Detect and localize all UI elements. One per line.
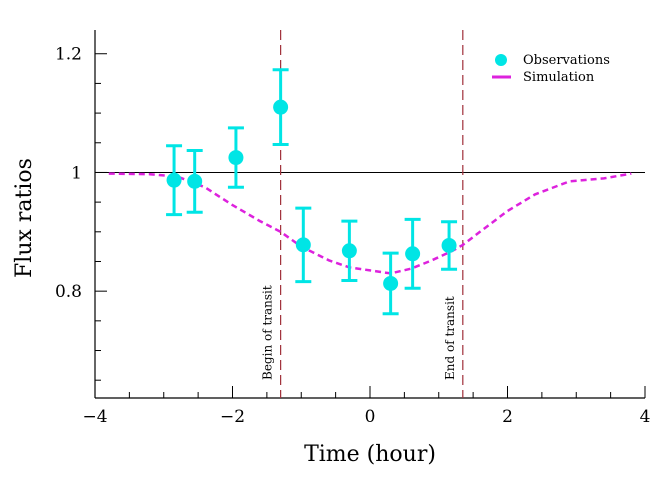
observation-point — [405, 246, 421, 262]
observation-point — [341, 243, 357, 259]
x-tick-label: −2 — [220, 407, 245, 427]
simulation-series — [108, 172, 632, 275]
axis-tick-labels: −4 −2 0 2 4 0.8 1 1.2 — [55, 45, 650, 427]
simulation-line — [108, 172, 632, 275]
observation-point — [187, 173, 203, 189]
observation-point — [166, 172, 182, 188]
legend-observations-marker — [495, 54, 507, 66]
x-tick-label: 4 — [640, 407, 651, 427]
transit-label: End of transit — [443, 296, 457, 380]
y-axis-title: Flux ratios — [12, 158, 37, 278]
transit-label: Begin of transit — [261, 285, 275, 380]
observation-point — [383, 275, 399, 291]
y-tick-label: 1 — [71, 163, 82, 183]
x-tick-label: 0 — [365, 407, 376, 427]
x-tick-label: 2 — [502, 407, 513, 427]
x-tick-label: −4 — [82, 407, 107, 427]
y-tick-label: 0.8 — [55, 282, 82, 302]
y-tick-label: 1.2 — [55, 45, 82, 65]
observations-series — [166, 68, 458, 316]
observation-point — [228, 150, 244, 166]
observation-point — [441, 237, 457, 253]
legend: Observations Simulation — [492, 53, 610, 85]
legend-observations-label: Observations — [523, 53, 610, 68]
legend-simulation-label: Simulation — [523, 70, 595, 85]
observation-point — [273, 99, 289, 115]
transit-lines-group: Begin of transit End of transit — [261, 30, 464, 398]
x-axis-title: Time (hour) — [304, 442, 436, 467]
observation-point — [295, 237, 311, 253]
axis-ticks — [94, 53, 646, 398]
